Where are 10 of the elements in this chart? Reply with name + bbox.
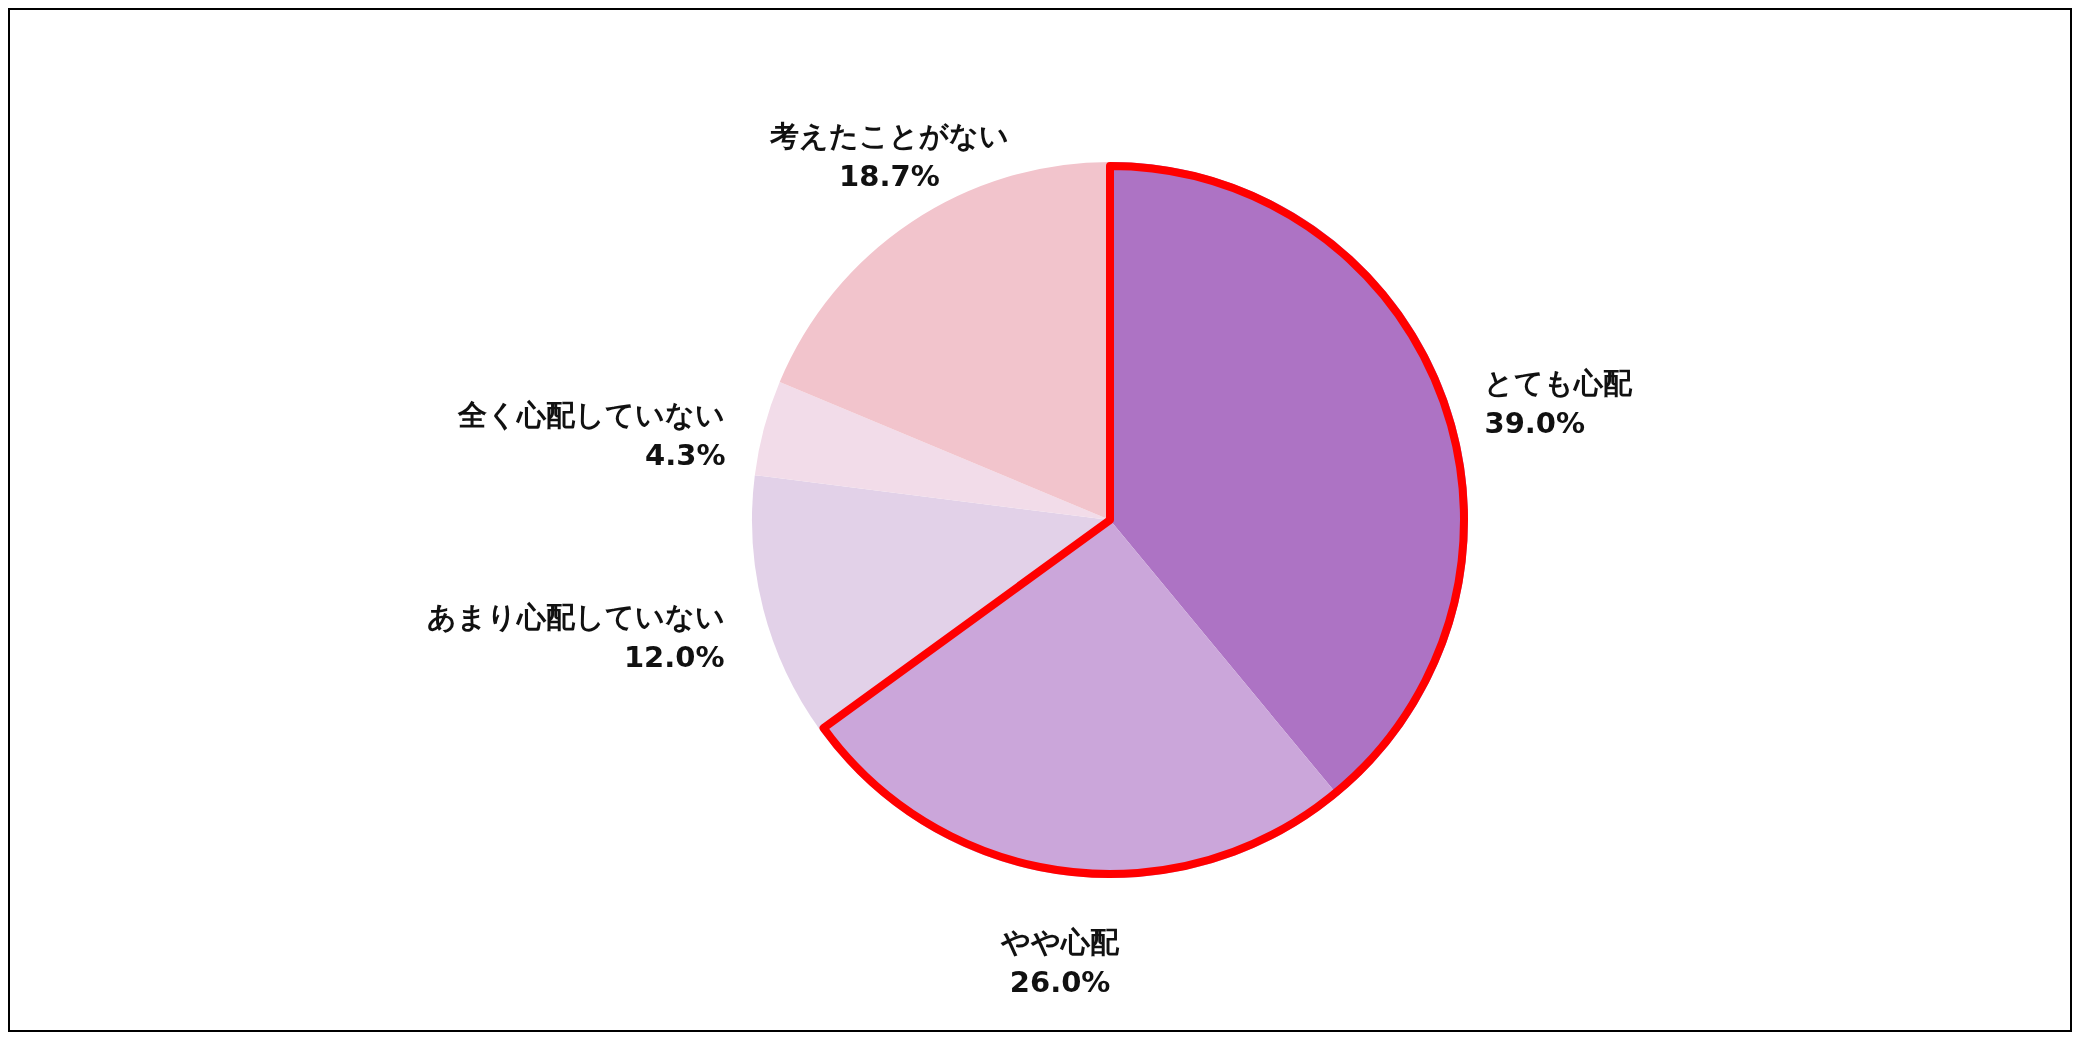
slice-label: 考えたことがない xyxy=(768,119,1009,154)
slice-label: やや心配 xyxy=(1000,925,1121,960)
data-label: 4.3% xyxy=(645,437,726,472)
data-label: 26.0% xyxy=(1009,965,1111,1000)
slice-label: とても心配 xyxy=(1484,365,1634,400)
slice-label: 全く心配していない xyxy=(457,397,726,432)
data-label: 18.7% xyxy=(839,159,940,194)
data-label: 39.0% xyxy=(1484,405,1586,440)
slice-label: あまり心配していない xyxy=(426,599,725,634)
data-label: 12.0% xyxy=(623,639,725,674)
